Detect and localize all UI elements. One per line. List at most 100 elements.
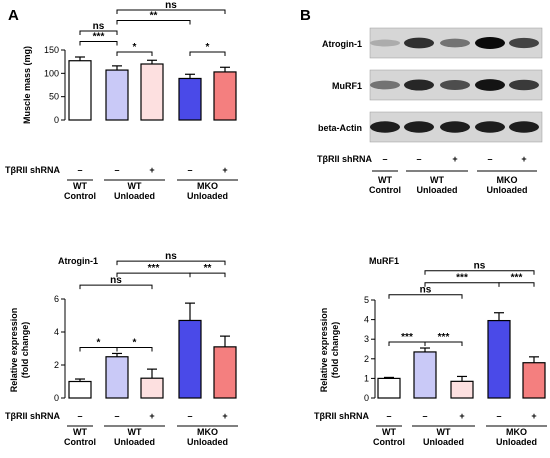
group-label-line2: Unloaded [416,185,457,195]
chart-title: MuRF1 [369,256,399,266]
group-label-line1: WT [430,175,444,185]
treatment-mark: – [422,411,427,421]
group-label-line2: Unloaded [496,437,537,447]
blot-row-label: Atrogin-1 [322,39,362,49]
bar [213,346,237,399]
y-axis-label: (fold change) [330,322,340,379]
significance-bracket [189,272,226,278]
significance-label: ** [150,11,158,22]
significance-label: *** [456,273,468,284]
treatment-mark: – [77,165,82,175]
bar [178,77,202,121]
blot-band [370,121,400,133]
y-tick-label: 3 [364,334,369,344]
treatment-mark: – [487,154,492,164]
bar [178,319,202,399]
treatment-mark: + [459,411,464,421]
bar [68,60,92,121]
significance-label: ns [93,21,105,32]
blot-band [509,79,539,91]
significance-label: ns [165,0,177,11]
significance-label: ns [474,261,486,272]
group-label-line1: MKO [197,427,218,437]
group-label-line1: WT [73,181,87,191]
y-tick-label: 4 [54,327,59,337]
group-label-line2: Control [64,437,96,447]
significance-label: *** [148,263,160,274]
group-label-line2: Unloaded [114,191,155,201]
significance-label: * [206,42,210,53]
significance-label: * [133,42,137,53]
group-label-line1: WT [128,181,142,191]
blot-band [370,80,400,90]
y-tick-label: 1 [364,373,369,383]
group-label-line2: Unloaded [114,437,155,447]
bar [487,319,511,399]
y-axis-label: (fold change) [20,322,30,379]
treatment-mark: + [149,411,154,421]
bar [105,69,129,121]
bar [68,380,92,399]
blot-band [440,80,470,90]
treatment-label: TβRII shRNA [5,411,60,421]
significance-label: ns [420,285,432,296]
treatment-label: TβRII shRNA [317,154,372,164]
group-label-line1: MKO [506,427,527,437]
significance-label: *** [438,332,450,343]
blot-band [509,37,539,49]
bar [140,377,164,399]
significance-label: *** [511,273,523,284]
y-tick-label: 100 [44,68,59,78]
group-label-line1: WT [382,427,396,437]
y-axis-label: Relative expression [319,308,329,393]
bar [140,63,164,121]
significance-label: * [97,337,101,348]
group-label-line2: Control [64,191,96,201]
group-label-line2: Control [369,185,401,195]
treatment-mark: + [149,165,154,175]
group-label-line1: WT [73,427,87,437]
significance-label: ns [165,251,177,262]
y-tick-label: 4 [364,315,369,325]
blot-band [475,37,505,49]
group-label-line1: MKO [197,181,218,191]
significance-bracket [424,341,463,347]
significance-bracket [79,284,153,290]
treatment-mark: – [496,411,501,421]
treatment-mark: + [222,165,227,175]
atrogin-expression-chart: Atrogin-1 0 2 4 6 Relative expression (fold ch… [5,251,238,447]
significance-bracket [116,346,153,352]
significance-bracket [116,20,191,25]
significance-label: * [133,337,137,348]
blot-band [370,39,400,47]
blot-band [404,121,434,133]
treatment-label: TβRII shRNA [314,411,369,421]
significance-bracket [424,270,535,275]
treatment-mark: – [77,411,82,421]
group-label-line1: MKO [497,175,518,185]
blot-band [440,38,470,48]
significance-bracket [116,51,153,56]
treatment-mark: – [416,154,421,164]
murf-expression-chart: MuRF1 0 1 2 3 4 5 Relative expression (fold chan… [314,256,547,447]
group-label-line2: Unloaded [486,185,527,195]
significance-bracket [388,294,463,299]
y-tick-label: 2 [54,360,59,370]
blot-band [440,121,470,133]
bar [450,380,474,399]
y-axis-label: Muscle mass (mg) [22,46,32,124]
bar [105,356,129,399]
blot-band [475,121,505,133]
blot-band [404,37,434,49]
significance-bracket [189,51,226,56]
chart-title: Atrogin-1 [58,256,98,266]
treatment-mark: + [452,154,457,164]
treatment-mark: – [386,411,391,421]
y-tick-label: 2 [364,354,369,364]
bar [213,71,237,121]
treatment-mark: – [382,154,387,164]
significance-bracket [498,282,535,287]
significance-bracket [79,30,118,35]
treatment-label: TβRII shRNA [5,165,60,175]
